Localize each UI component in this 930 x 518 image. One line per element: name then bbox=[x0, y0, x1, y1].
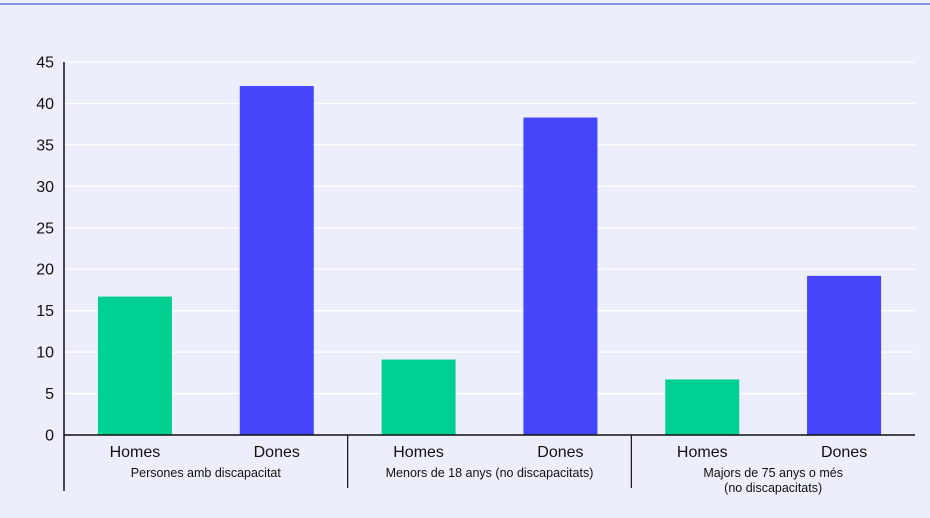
y-tick-label: 35 bbox=[36, 137, 54, 154]
category-label: Dones bbox=[821, 444, 867, 461]
y-tick-label: 40 bbox=[36, 96, 54, 113]
category-label: Dones bbox=[537, 444, 583, 461]
bar-homes bbox=[97, 296, 172, 435]
y-tick-label: 45 bbox=[36, 55, 54, 72]
bar-homes bbox=[381, 359, 456, 435]
group-label: Persones amb discapacitat bbox=[131, 466, 282, 480]
group-label: Majors de 75 anys o més bbox=[703, 466, 843, 480]
y-tick-label: 30 bbox=[36, 179, 54, 196]
bar-dones bbox=[807, 275, 882, 435]
y-tick-label: 25 bbox=[36, 220, 54, 237]
bar-homes bbox=[665, 379, 740, 435]
y-tick-label: 10 bbox=[36, 345, 54, 362]
bar-dones bbox=[239, 86, 314, 435]
y-tick-label: 20 bbox=[36, 262, 54, 279]
bar-dones bbox=[523, 117, 598, 435]
group-label: (no discapacitats) bbox=[724, 481, 822, 495]
category-label: Homes bbox=[677, 444, 728, 461]
category-label: Homes bbox=[393, 444, 444, 461]
y-tick-label: 5 bbox=[45, 386, 54, 403]
y-tick-label: 0 bbox=[45, 428, 54, 445]
y-tick-label: 15 bbox=[36, 303, 54, 320]
group-label: Menors de 18 anys (no discapacitats) bbox=[386, 466, 594, 480]
category-label: Homes bbox=[110, 444, 161, 461]
category-label: Dones bbox=[254, 444, 300, 461]
top-rule bbox=[0, 3, 930, 5]
